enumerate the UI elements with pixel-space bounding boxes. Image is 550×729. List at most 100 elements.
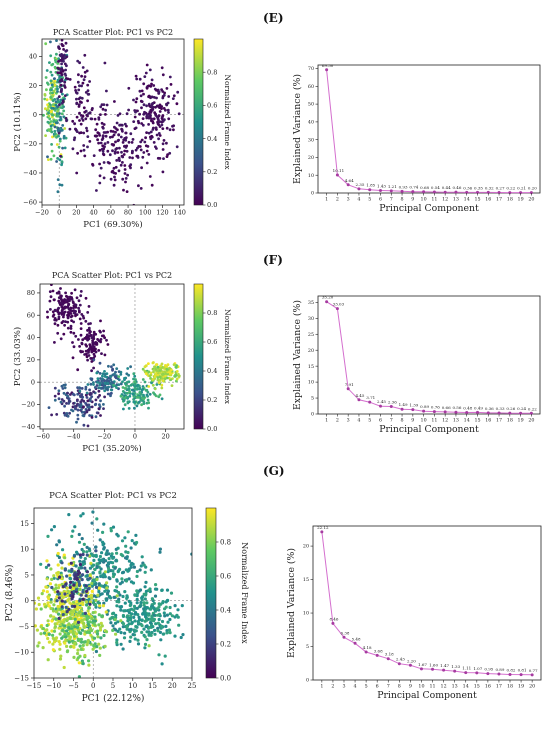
scatter-point [162,93,166,97]
y-tick-label: −20 [23,140,37,148]
scatter-point [177,372,180,376]
scatter-point [126,380,129,384]
scatter-point [87,663,91,667]
scatter-point [53,129,57,133]
scatter-point [114,140,117,144]
scatter-point [106,382,110,385]
scatter-point [126,401,130,405]
scatter-point [147,94,151,98]
scatter-point [54,100,58,104]
scatter-point [87,606,91,610]
scatter-point [78,303,82,307]
scatter-point [97,623,101,627]
scatter-point [63,624,67,628]
scatter-point [132,377,135,381]
scatter-point [106,591,110,595]
scatter-point [49,40,52,44]
scatter-point [77,73,80,77]
scatter-point [77,583,81,587]
x-tick-label: 9 [411,196,414,202]
scatter-chart-f: PCA Scatter Plot: PC1 vs PC2−60 −40 −20 0 20… [12,271,232,454]
scatter-point [81,512,85,516]
scatter-point [58,575,62,579]
scatter-point [79,593,83,597]
scatter-point [57,596,61,600]
variance-point [357,187,361,191]
scatter-point [165,126,169,130]
scatter-point [44,42,48,46]
scatter-point [90,589,94,593]
scatter-point [103,570,107,574]
variance-point [335,173,339,177]
scatter-point [107,594,112,599]
scatter-point [154,583,158,587]
scatter-point [48,61,51,64]
scatter-point [149,114,152,118]
scatter-point [125,625,129,629]
data-label: 0.27 [496,186,505,191]
scatter-point [106,561,111,565]
scatter-point [71,341,74,344]
scatter-point [71,119,75,123]
scatter-point [94,415,98,419]
scatter-point [147,362,150,365]
scatter-point [118,593,122,597]
variance-point [497,191,501,195]
scatter-point [34,607,39,611]
scatter-point [75,296,79,300]
scatter-point [114,127,118,130]
scatter-point [36,644,40,648]
scatter-point [56,586,61,590]
scatter-point [117,383,121,386]
scatter-point [78,644,82,648]
scatter-point [77,661,81,665]
scatter-point [58,647,62,651]
scatter-point [84,349,88,353]
scatter-point [72,610,76,614]
scatter-point [96,138,99,142]
scatter-point [154,145,157,149]
scatter-point [104,610,108,614]
x-tick-label: 25 [188,682,197,690]
scatter-point [60,160,64,164]
scatter-point [59,83,63,87]
scatter-point [145,63,149,67]
scatter-point [115,604,119,608]
scatter-point [97,339,101,343]
scatter-point [112,363,116,367]
x-tick-label: 14 [464,196,470,202]
scatter-point [79,122,83,126]
scatter-point [34,298,37,301]
scatter-point [88,576,92,580]
scatter-point [135,540,139,545]
scatter-point [176,608,180,612]
scatter-point [69,327,73,330]
scatter-point [97,582,101,586]
x-tick-label: 19 [518,417,524,423]
scatter-point [168,366,171,370]
scatter-point [166,153,170,157]
scatter-point [158,103,162,107]
scatter-point [161,114,165,117]
colorbar-label: Normalized Frame Index [240,542,249,644]
scatter-point [108,161,111,165]
scatter-point [155,133,159,137]
data-label: 0.22 [506,186,515,191]
scatter-point [57,59,61,63]
scatter-point [136,613,140,617]
scatter-point [111,628,115,632]
scatter-point [186,376,189,379]
scatter-point [55,543,59,547]
scatter-point [113,178,117,182]
scatter-point [63,127,67,130]
scatter-point [157,617,161,622]
scatter-point [147,370,151,374]
scatter-point [85,574,89,578]
scatter-point [84,385,88,389]
scatter-point [160,624,164,628]
variance-point [422,409,426,413]
scatter-point [94,128,98,132]
scatter-point [86,399,90,403]
data-label: 7.91 [345,382,354,387]
scatter-point [57,619,61,623]
